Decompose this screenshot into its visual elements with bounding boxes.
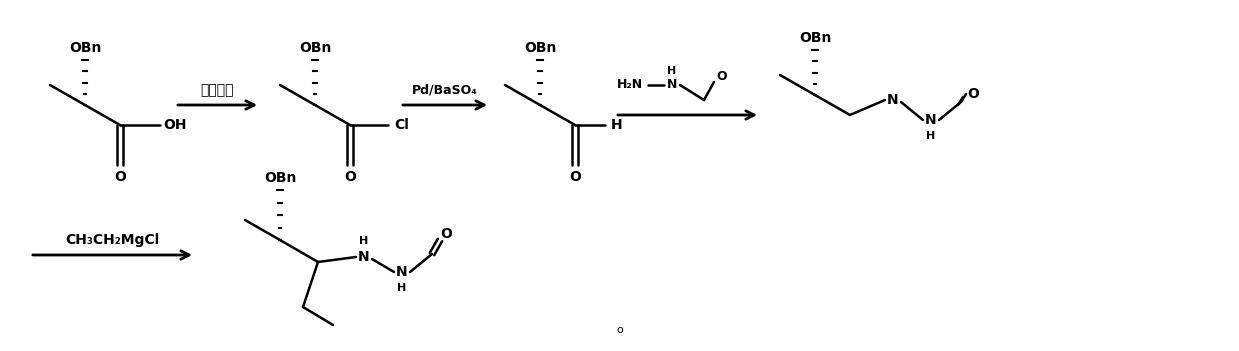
- Text: N: N: [396, 265, 408, 279]
- Text: OBn: OBn: [524, 41, 556, 55]
- Text: H: H: [611, 118, 623, 132]
- Text: OBn: OBn: [799, 31, 831, 45]
- Text: H: H: [927, 131, 935, 141]
- Text: N: N: [887, 93, 898, 107]
- Text: O: O: [114, 170, 126, 184]
- Text: O: O: [569, 170, 581, 184]
- Text: O: O: [440, 227, 452, 241]
- Text: OBn: OBn: [299, 41, 331, 55]
- Text: OBn: OBn: [264, 171, 296, 185]
- Text: o: o: [617, 325, 623, 335]
- Text: H: H: [668, 66, 676, 76]
- Text: O: O: [716, 71, 727, 84]
- Text: Cl: Cl: [394, 118, 409, 132]
- Text: N: N: [358, 250, 369, 264]
- Text: O: O: [968, 87, 979, 101]
- Text: 酸化试剂: 酸化试剂: [201, 83, 234, 97]
- Text: CH₃CH₂MgCl: CH₃CH₂MgCl: [66, 233, 160, 247]
- Text: H₂N: H₂N: [617, 79, 643, 92]
- Text: H: H: [398, 283, 406, 293]
- Text: N: N: [667, 79, 678, 92]
- Text: OBn: OBn: [69, 41, 102, 55]
- Text: OH: OH: [164, 118, 187, 132]
- Text: O: O: [344, 170, 356, 184]
- Text: Pd/BaSO₄: Pd/BaSO₄: [413, 84, 478, 97]
- Text: N: N: [926, 113, 937, 127]
- Text: H: H: [359, 236, 369, 246]
